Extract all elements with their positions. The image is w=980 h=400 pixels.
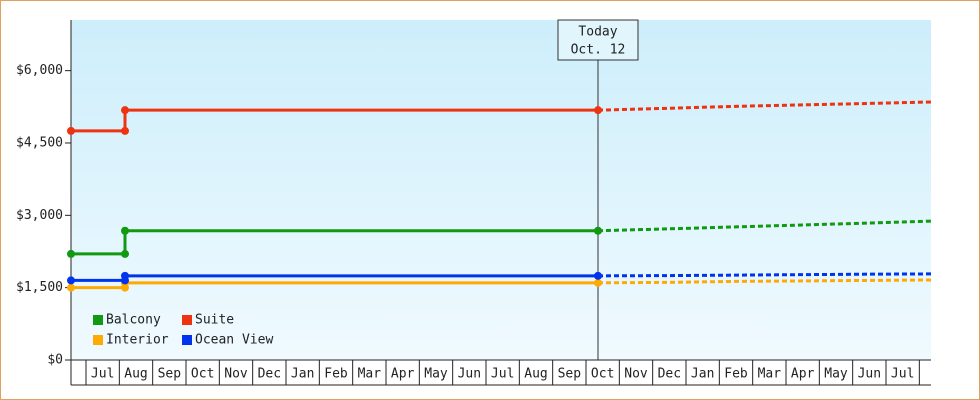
data-point <box>121 271 129 280</box>
x-tick-label: Jul <box>491 367 514 382</box>
x-tick-label: Mar <box>758 367 782 382</box>
legend-swatch <box>93 335 103 345</box>
y-tick-label: $4,500 <box>16 135 63 150</box>
x-tick-label: Aug <box>524 367 547 382</box>
x-tick-label: Dec <box>658 367 681 382</box>
x-tick-label: Jul <box>891 367 914 382</box>
history-line <box>71 108 598 133</box>
history-line <box>71 229 598 256</box>
data-point <box>121 249 129 258</box>
data-point <box>594 106 602 115</box>
x-tick-label: Oct <box>191 367 214 382</box>
legend-label: Interior <box>106 333 169 348</box>
x-tick-label: May <box>424 367 448 382</box>
plot-area <box>71 20 931 360</box>
x-tick-label: Jul <box>91 367 114 382</box>
x-tick-label: Apr <box>791 367 815 382</box>
x-tick-label: May <box>824 367 848 382</box>
data-point <box>67 126 75 135</box>
forecast-line <box>597 219 932 233</box>
data-point <box>67 283 75 292</box>
data-point <box>594 278 602 287</box>
x-tick-label: Nov <box>224 367 248 382</box>
x-tick-label: Sep <box>558 367 582 382</box>
legend-label: Balcony <box>106 313 161 328</box>
x-tick-label: Jun <box>858 367 881 382</box>
data-point <box>594 226 602 235</box>
y-tick-label: $0 <box>47 353 63 368</box>
x-tick-label: Jan <box>291 367 314 382</box>
forecast-line <box>597 100 932 112</box>
legend-label: Suite <box>195 313 234 328</box>
y-tick-label: $3,000 <box>16 208 63 223</box>
data-point <box>67 276 75 285</box>
today-box <box>557 19 639 61</box>
data-point <box>67 249 75 258</box>
x-tick-label: Jun <box>458 367 481 382</box>
legend-label: Ocean View <box>195 333 273 348</box>
x-tick-label: Oct <box>591 367 614 382</box>
legend-swatch <box>182 315 192 325</box>
x-tick-label: Aug <box>124 367 147 382</box>
x-tick-label: Nov <box>624 367 648 382</box>
forecast-line <box>597 272 932 278</box>
legend-swatch <box>182 335 192 345</box>
x-tick-label: Apr <box>391 367 415 382</box>
x-tick-label: Dec <box>258 367 281 382</box>
y-tick-label: $1,500 <box>16 280 63 295</box>
y-tick-label: $6,000 <box>16 63 63 78</box>
legend-swatch <box>93 315 103 325</box>
data-point <box>594 271 602 280</box>
x-tick-label: Jan <box>691 367 714 382</box>
x-tick-label: Mar <box>358 367 382 382</box>
data-point <box>121 226 129 235</box>
x-tick-label: Sep <box>158 367 182 382</box>
today-title: Today <box>578 25 617 40</box>
data-point <box>121 126 129 135</box>
forecast-line <box>597 278 932 285</box>
today-date: Oct. 12 <box>571 43 626 58</box>
x-tick-label: Feb <box>324 367 348 382</box>
data-point <box>121 106 129 115</box>
x-tick-label: Feb <box>724 367 748 382</box>
